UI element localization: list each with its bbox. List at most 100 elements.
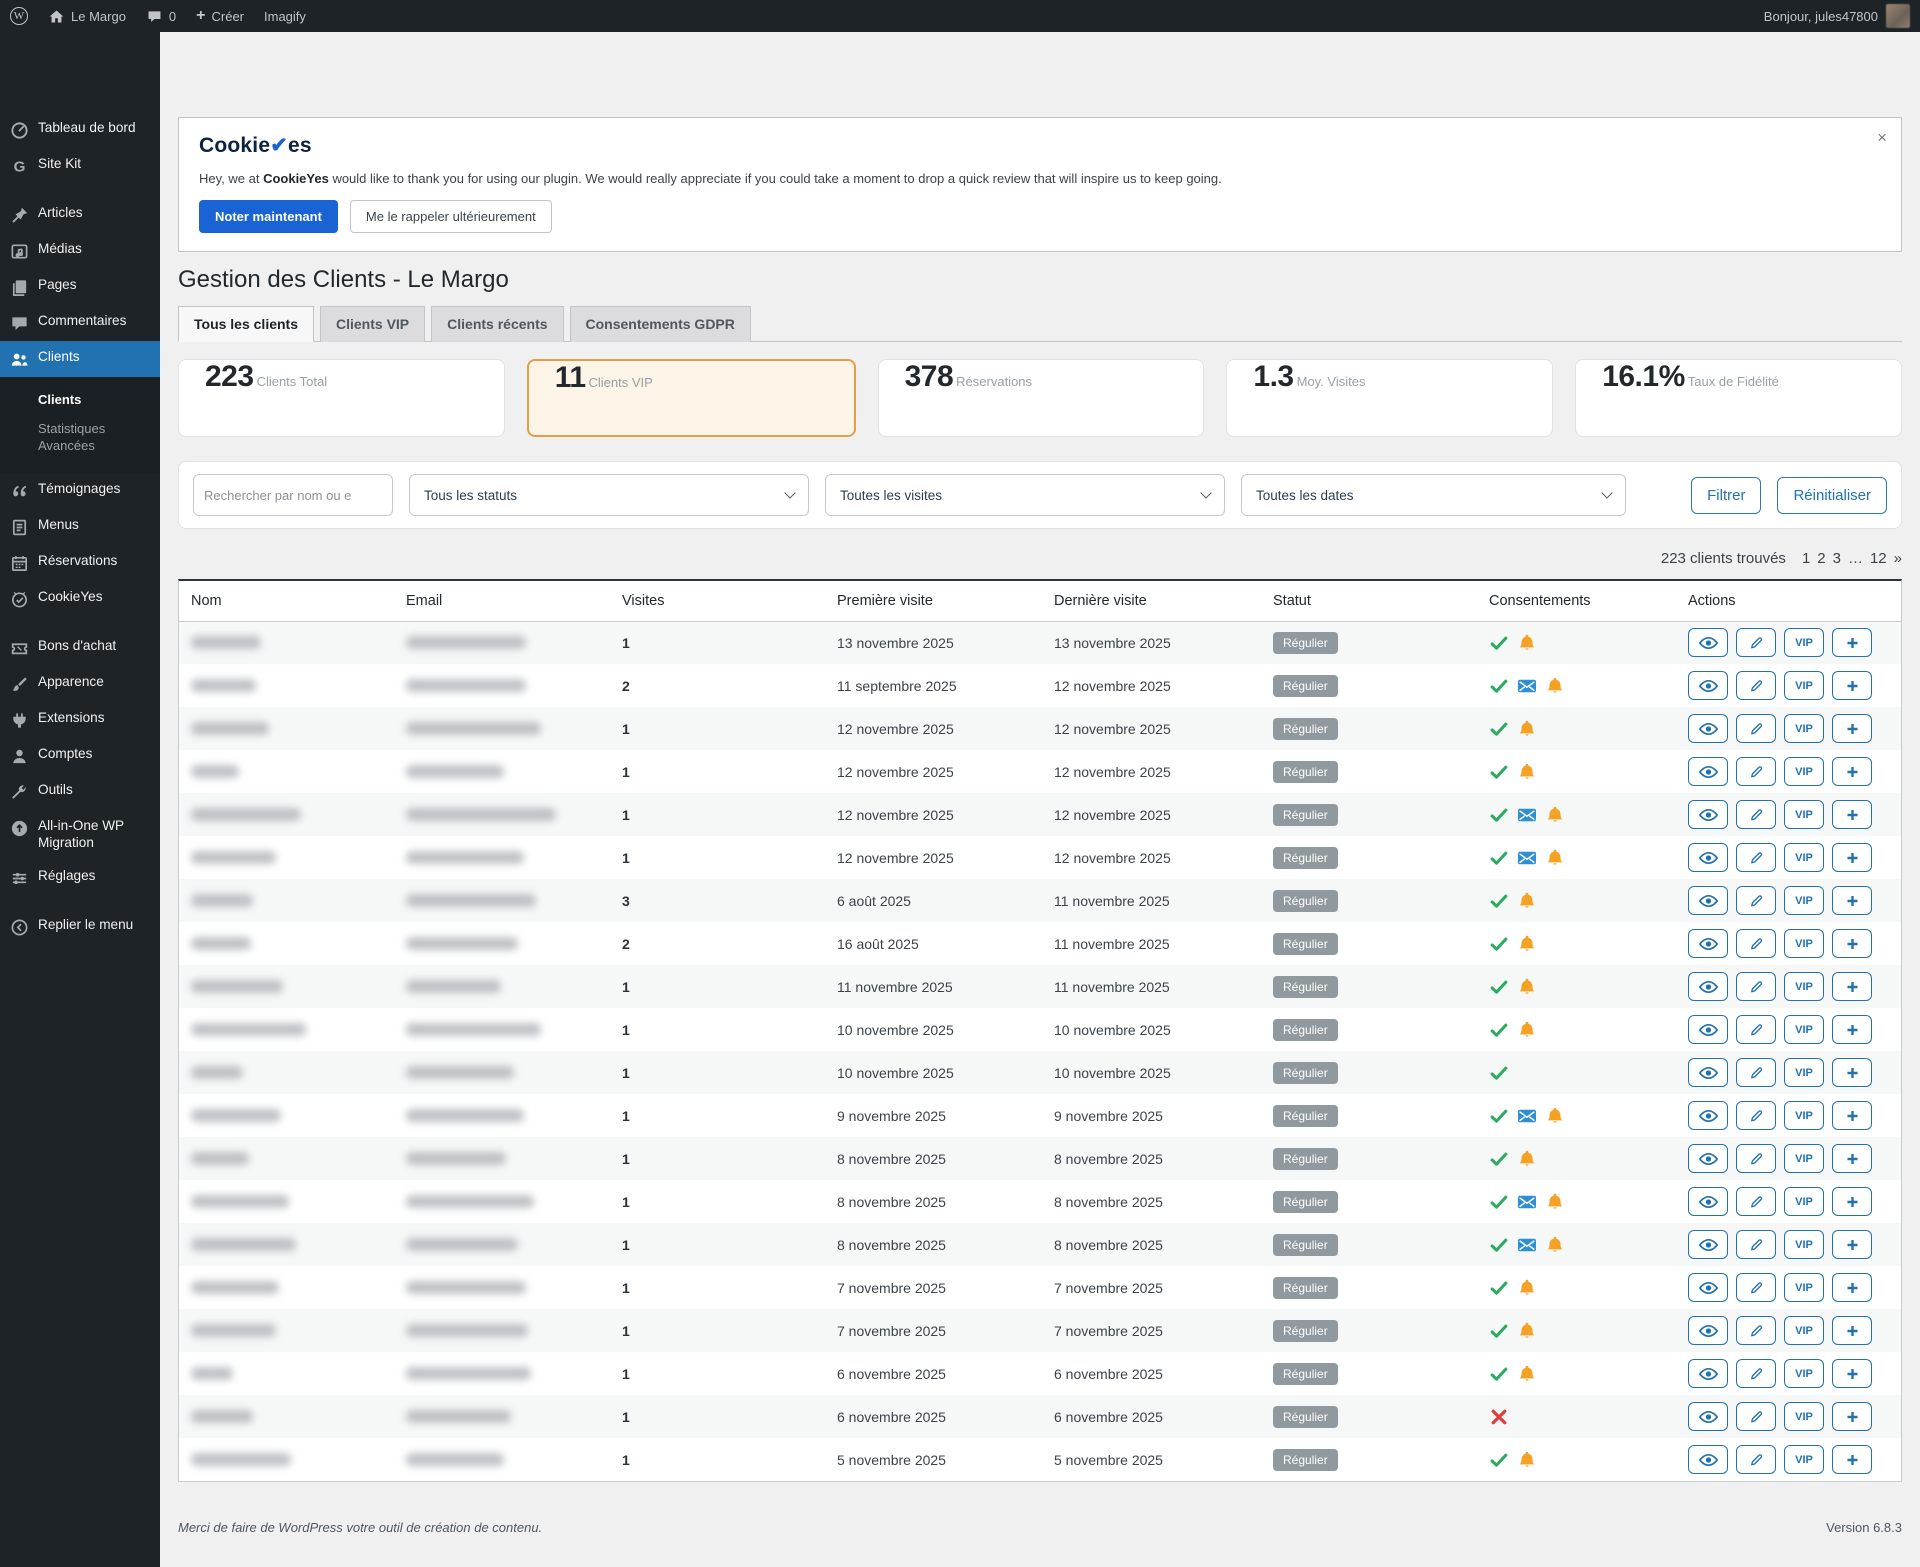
filter-button[interactable]: Filtrer bbox=[1691, 477, 1761, 514]
edit-button[interactable] bbox=[1736, 800, 1776, 829]
visits-select[interactable]: Toutes les visites bbox=[825, 474, 1225, 516]
vip-button[interactable]: VIP bbox=[1784, 757, 1824, 786]
edit-button[interactable] bbox=[1736, 1359, 1776, 1388]
edit-button[interactable] bbox=[1736, 1273, 1776, 1302]
sidebar-item-t-moignages[interactable]: Témoignages bbox=[0, 473, 160, 509]
vip-button[interactable]: VIP bbox=[1784, 1230, 1824, 1259]
tab-tous-les-clients[interactable]: Tous les clients bbox=[178, 306, 314, 342]
edit-button[interactable] bbox=[1736, 1316, 1776, 1345]
sidebar-item-tableau-de-bord[interactable]: Tableau de bord bbox=[0, 112, 160, 148]
sidebar-subitem[interactable]: Clients bbox=[38, 386, 144, 415]
view-button[interactable] bbox=[1688, 628, 1728, 657]
sidebar-item-m-dias[interactable]: Médias bbox=[0, 233, 160, 269]
add-button[interactable] bbox=[1832, 972, 1872, 1001]
vip-button[interactable]: VIP bbox=[1784, 929, 1824, 958]
view-button[interactable] bbox=[1688, 1187, 1728, 1216]
sidebar-item-commentaires[interactable]: Commentaires bbox=[0, 305, 160, 341]
page-link[interactable]: » bbox=[1894, 550, 1902, 567]
tab-clients-r-cents[interactable]: Clients récents bbox=[431, 306, 563, 342]
vip-button[interactable]: VIP bbox=[1784, 800, 1824, 829]
vip-button[interactable]: VIP bbox=[1784, 1402, 1824, 1431]
reset-button[interactable]: Réinitialiser bbox=[1777, 477, 1887, 514]
comments-bubble[interactable]: 0 bbox=[136, 0, 186, 32]
edit-button[interactable] bbox=[1736, 1230, 1776, 1259]
edit-button[interactable] bbox=[1736, 757, 1776, 786]
sidebar-item-r-glages[interactable]: Réglages bbox=[0, 860, 160, 896]
vip-button[interactable]: VIP bbox=[1784, 1058, 1824, 1087]
vip-button[interactable]: VIP bbox=[1784, 843, 1824, 872]
add-button[interactable] bbox=[1832, 1402, 1872, 1431]
add-button[interactable] bbox=[1832, 1316, 1872, 1345]
account-menu[interactable]: Bonjour, jules47800 bbox=[1764, 4, 1920, 28]
vip-button[interactable]: VIP bbox=[1784, 972, 1824, 1001]
edit-button[interactable] bbox=[1736, 972, 1776, 1001]
add-button[interactable] bbox=[1832, 1187, 1872, 1216]
view-button[interactable] bbox=[1688, 843, 1728, 872]
vip-button[interactable]: VIP bbox=[1784, 1359, 1824, 1388]
add-button[interactable] bbox=[1832, 1359, 1872, 1388]
vip-button[interactable]: VIP bbox=[1784, 1445, 1824, 1474]
add-button[interactable] bbox=[1832, 1230, 1872, 1259]
view-button[interactable] bbox=[1688, 800, 1728, 829]
add-button[interactable] bbox=[1832, 843, 1872, 872]
vip-button[interactable]: VIP bbox=[1784, 1144, 1824, 1173]
view-button[interactable] bbox=[1688, 1316, 1728, 1345]
view-button[interactable] bbox=[1688, 972, 1728, 1001]
sidebar-item-outils[interactable]: Outils bbox=[0, 774, 160, 810]
page-link[interactable]: 12 bbox=[1870, 550, 1887, 567]
vip-button[interactable]: VIP bbox=[1784, 1187, 1824, 1216]
site-name-link[interactable]: Le Margo bbox=[38, 0, 136, 32]
vip-button[interactable]: VIP bbox=[1784, 1101, 1824, 1130]
sidebar-item-replier-le-menu[interactable]: Replier le menu bbox=[0, 909, 160, 945]
add-button[interactable] bbox=[1832, 628, 1872, 657]
view-button[interactable] bbox=[1688, 671, 1728, 700]
add-button[interactable] bbox=[1832, 1015, 1872, 1044]
view-button[interactable] bbox=[1688, 714, 1728, 743]
dates-select[interactable]: Toutes les dates bbox=[1241, 474, 1626, 516]
add-button[interactable] bbox=[1832, 1101, 1872, 1130]
view-button[interactable] bbox=[1688, 1058, 1728, 1087]
imagify-menu[interactable]: Imagify bbox=[254, 0, 316, 32]
sidebar-item-bons-d-achat[interactable]: Bons d'achat bbox=[0, 630, 160, 666]
page-link[interactable]: 1 bbox=[1802, 550, 1810, 567]
rate-now-button[interactable]: Noter maintenant bbox=[199, 200, 338, 233]
edit-button[interactable] bbox=[1736, 886, 1776, 915]
page-link[interactable]: 3 bbox=[1833, 550, 1841, 567]
view-button[interactable] bbox=[1688, 929, 1728, 958]
vip-button[interactable]: VIP bbox=[1784, 628, 1824, 657]
wordpress-logo-icon[interactable]: W bbox=[0, 0, 38, 32]
sidebar-item-menus[interactable]: Menus bbox=[0, 509, 160, 545]
add-button[interactable] bbox=[1832, 671, 1872, 700]
view-button[interactable] bbox=[1688, 1101, 1728, 1130]
remind-later-button[interactable]: Me le rappeler ultérieurement bbox=[350, 200, 552, 233]
vip-button[interactable]: VIP bbox=[1784, 671, 1824, 700]
view-button[interactable] bbox=[1688, 1445, 1728, 1474]
edit-button[interactable] bbox=[1736, 1187, 1776, 1216]
edit-button[interactable] bbox=[1736, 929, 1776, 958]
sidebar-item-site-kit[interactable]: G Site Kit bbox=[0, 148, 160, 184]
sidebar-item-apparence[interactable]: Apparence bbox=[0, 666, 160, 702]
edit-button[interactable] bbox=[1736, 714, 1776, 743]
view-button[interactable] bbox=[1688, 1402, 1728, 1431]
page-link[interactable]: … bbox=[1848, 550, 1863, 567]
sidebar-item-cookieyes[interactable]: CookieYes bbox=[0, 581, 160, 617]
sidebar-item-all-in-one-wp-migration[interactable]: All-in-One WP Migration bbox=[0, 810, 160, 860]
edit-button[interactable] bbox=[1736, 1445, 1776, 1474]
sidebar-item-pages[interactable]: Pages bbox=[0, 269, 160, 305]
view-button[interactable] bbox=[1688, 1273, 1728, 1302]
edit-button[interactable] bbox=[1736, 628, 1776, 657]
vip-button[interactable]: VIP bbox=[1784, 1316, 1824, 1345]
vip-button[interactable]: VIP bbox=[1784, 886, 1824, 915]
add-button[interactable] bbox=[1832, 929, 1872, 958]
view-button[interactable] bbox=[1688, 757, 1728, 786]
page-link[interactable]: 2 bbox=[1817, 550, 1825, 567]
add-button[interactable] bbox=[1832, 1445, 1872, 1474]
sidebar-item-articles[interactable]: Articles bbox=[0, 197, 160, 233]
view-button[interactable] bbox=[1688, 1144, 1728, 1173]
vip-button[interactable]: VIP bbox=[1784, 1015, 1824, 1044]
view-button[interactable] bbox=[1688, 1015, 1728, 1044]
tab-consentements-gdpr[interactable]: Consentements GDPR bbox=[570, 306, 751, 342]
edit-button[interactable] bbox=[1736, 1058, 1776, 1087]
search-input[interactable] bbox=[193, 474, 393, 516]
edit-button[interactable] bbox=[1736, 1144, 1776, 1173]
